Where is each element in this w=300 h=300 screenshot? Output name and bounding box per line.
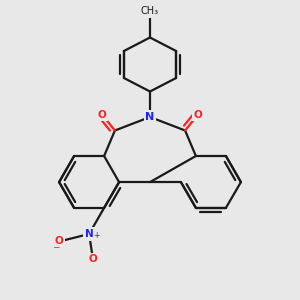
- Text: O: O: [98, 110, 106, 120]
- Text: +: +: [93, 231, 99, 240]
- Text: N: N: [146, 112, 154, 122]
- Text: O: O: [55, 236, 64, 247]
- Text: −: −: [52, 242, 59, 251]
- Text: CH₃: CH₃: [141, 6, 159, 16]
- Text: O: O: [194, 110, 202, 120]
- Text: N: N: [85, 229, 94, 239]
- Text: O: O: [88, 254, 98, 265]
